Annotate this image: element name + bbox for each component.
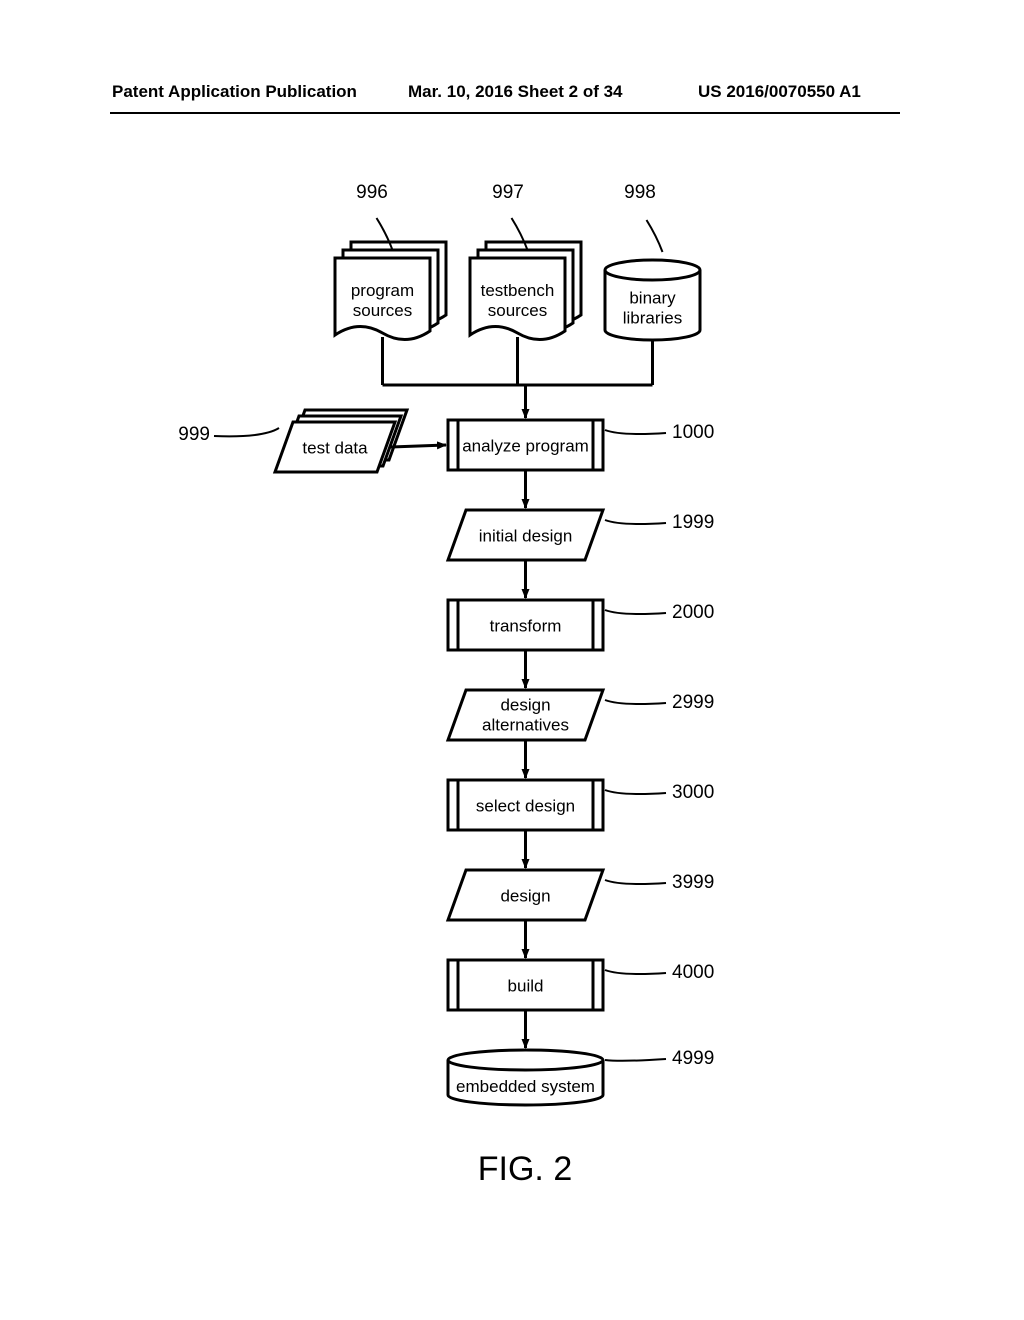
svg-text:initial design: initial design	[479, 526, 573, 545]
svg-text:design: design	[500, 886, 550, 905]
svg-text:embedded system: embedded system	[456, 1077, 595, 1096]
svg-text:2999: 2999	[672, 692, 714, 713]
svg-text:libraries: libraries	[623, 308, 683, 327]
svg-text:sources: sources	[488, 301, 548, 320]
svg-text:1999: 1999	[672, 512, 714, 533]
svg-text:FIG. 2: FIG. 2	[478, 1150, 572, 1188]
svg-text:design: design	[500, 695, 550, 714]
svg-text:transform: transform	[490, 616, 562, 635]
svg-text:program: program	[351, 281, 414, 300]
page: Patent Application Publication Mar. 10, …	[0, 0, 1024, 1320]
svg-text:analyze program: analyze program	[462, 436, 589, 455]
svg-text:sources: sources	[353, 301, 413, 320]
svg-text:998: 998	[624, 182, 656, 203]
svg-text:4999: 4999	[672, 1048, 714, 1069]
svg-text:testbench: testbench	[481, 281, 555, 300]
svg-text:1000: 1000	[672, 422, 714, 443]
svg-text:build: build	[508, 976, 544, 995]
svg-text:996: 996	[356, 182, 388, 203]
svg-text:alternatives: alternatives	[482, 715, 569, 734]
svg-text:999: 999	[178, 424, 210, 445]
svg-text:2000: 2000	[672, 602, 714, 623]
svg-text:3000: 3000	[672, 782, 714, 803]
svg-text:4000: 4000	[672, 962, 714, 983]
flowchart-svg: programsourcestestbenchsourcesbinarylibr…	[0, 0, 1024, 1320]
svg-text:test data: test data	[302, 438, 368, 457]
svg-text:3999: 3999	[672, 872, 714, 893]
svg-text:997: 997	[492, 182, 524, 203]
svg-text:select design: select design	[476, 796, 575, 815]
svg-text:binary: binary	[629, 288, 676, 307]
